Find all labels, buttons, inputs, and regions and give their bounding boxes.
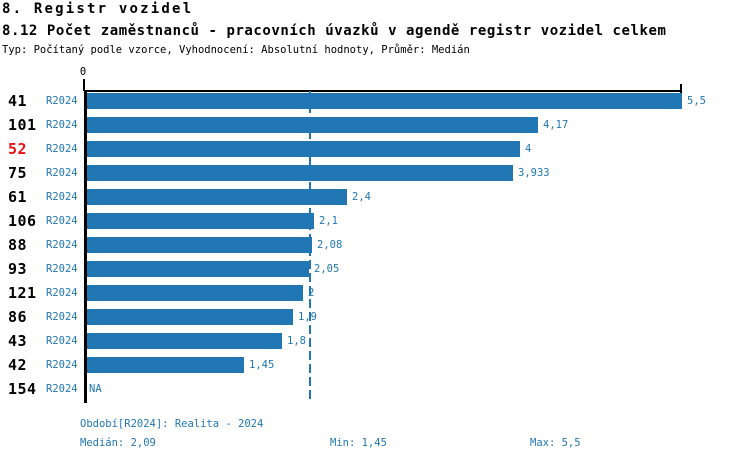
row-org-id: 41 [8,92,28,110]
footer-period: Období[R2024]: Realita - 2024 [80,418,264,430]
row-period-label: R2024 [46,311,78,323]
row-period-label: R2024 [46,143,78,155]
bar-value-label: 2,4 [352,191,371,203]
row-org-id: 93 [8,260,28,278]
row-org-id: 106 [8,212,37,230]
footer-median: Medián: 2,09 [80,437,156,449]
bar-value-label: 2,1 [319,215,338,227]
bar-value-label: 3,933 [518,167,550,179]
axis-top-line [84,90,682,92]
footer-max: Max: 5,5 [530,437,581,449]
row-period-label: R2024 [46,95,78,107]
chart-title: 8.12 Počet zaměstnanců - pracovních úvaz… [2,23,667,39]
row-period-label: R2024 [46,167,78,179]
row-org-id: 43 [8,332,28,350]
bar [87,309,293,325]
bar [87,285,303,301]
chart-meta-line: Typ: Počítaný podle vzorce, Vyhodnocení:… [2,44,470,56]
row-org-id: 42 [8,356,28,374]
row-period-label: R2024 [46,335,78,347]
bar-value-label: 2 [308,287,315,299]
bar [87,261,309,277]
row-org-id: 75 [8,164,28,182]
bar-value-label: 5,5 [687,95,706,107]
bar-value-label: NA [89,383,102,395]
row-org-id: 61 [8,188,28,206]
axis-origin-label: 0 [79,66,87,78]
row-org-id: 86 [8,308,28,326]
bar-value-label: 1,8 [287,335,306,347]
axis-left-line [84,90,87,403]
bar [87,141,520,157]
bar-value-label: 2,05 [314,263,340,275]
row-org-id: 88 [8,236,28,254]
row-period-label: R2024 [46,119,78,131]
row-org-id: 121 [8,284,37,302]
bar [87,237,312,253]
bar [87,333,282,349]
footer-min: Min: 1,45 [330,437,387,449]
row-period-label: R2024 [46,215,78,227]
bar [87,165,513,181]
row-org-id: 52 [8,140,28,158]
bar-value-label: 1,9 [298,311,317,323]
row-org-id: 101 [8,116,37,134]
bar [87,189,347,205]
bar-value-label: 1,45 [249,359,275,371]
bar [87,93,682,109]
row-period-label: R2024 [46,287,78,299]
row-period-label: R2024 [46,239,78,251]
bar [87,213,314,229]
bar [87,117,538,133]
row-period-label: R2024 [46,359,78,371]
bar-value-label: 2,08 [317,239,343,251]
bar-value-label: 4 [525,143,532,155]
row-period-label: R2024 [46,263,78,275]
bar-value-label: 4,17 [543,119,569,131]
row-org-id: 154 [8,380,37,398]
bar [87,357,244,373]
section-title: 8. Registr vozidel [2,1,194,17]
row-period-label: R2024 [46,383,78,395]
row-period-label: R2024 [46,191,78,203]
axis-tick-max [680,84,682,94]
axis-tick-origin [83,79,85,91]
